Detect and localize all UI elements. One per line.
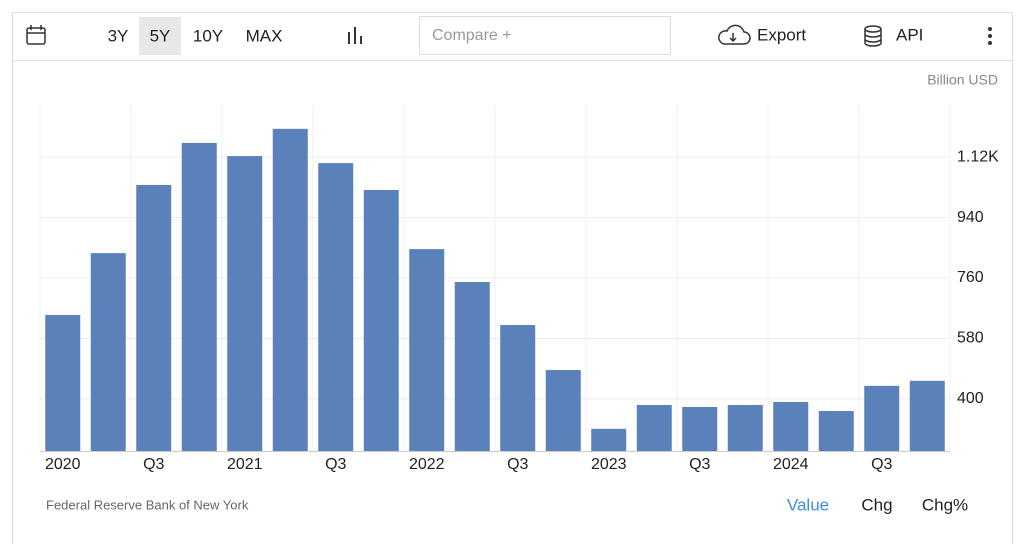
y-tick-label: 1.12K xyxy=(957,148,999,165)
bar xyxy=(272,128,308,452)
y-tick-label: 940 xyxy=(957,209,984,226)
x-tick-label: Q3 xyxy=(507,456,528,473)
x-tick-label: 2024 xyxy=(773,456,809,473)
api-button[interactable]: API xyxy=(896,25,923,44)
compare-placeholder: Compare + xyxy=(432,27,512,44)
range-button[interactable]: 5Y xyxy=(150,26,171,45)
bar xyxy=(682,406,718,451)
bar-type-icon[interactable] xyxy=(348,27,362,44)
bar xyxy=(591,428,627,451)
y-tick-label: 580 xyxy=(957,330,984,347)
compare-input[interactable] xyxy=(419,16,671,55)
bar xyxy=(45,314,81,451)
bar xyxy=(454,282,490,451)
export-button[interactable]: Export xyxy=(757,25,806,44)
range-button[interactable]: 3Y xyxy=(108,26,129,45)
bar xyxy=(318,163,354,451)
bar xyxy=(909,380,945,451)
x-tick-label: 2023 xyxy=(591,456,627,473)
calendar-icon[interactable] xyxy=(26,25,46,45)
export-icon[interactable] xyxy=(718,24,751,45)
x-tick-label: 2020 xyxy=(45,456,81,473)
bar xyxy=(773,401,809,451)
view-toggle[interactable]: Value xyxy=(787,495,829,514)
bar xyxy=(545,370,581,451)
x-tick-label: 2021 xyxy=(227,456,263,473)
view-toggle[interactable]: Chg xyxy=(861,495,892,514)
bar xyxy=(409,249,445,451)
bar xyxy=(500,325,536,451)
bar xyxy=(818,411,854,451)
view-toggle[interactable]: Chg% xyxy=(922,495,968,514)
x-tick-label: Q3 xyxy=(871,456,892,473)
range-button[interactable]: 10Y xyxy=(193,26,223,45)
x-tick-label: 2022 xyxy=(409,456,445,473)
y-tick-label: 760 xyxy=(957,269,984,286)
bar xyxy=(636,404,672,451)
range-selected-bg xyxy=(139,17,181,55)
y-tick-label: 400 xyxy=(957,390,984,407)
api-icon[interactable] xyxy=(864,25,882,47)
bar xyxy=(363,189,399,451)
source: Federal Reserve Bank of New York xyxy=(46,497,249,512)
bar xyxy=(90,253,126,451)
range-button[interactable]: MAX xyxy=(246,26,283,45)
x-tick-label: Q3 xyxy=(689,456,710,473)
bar xyxy=(136,184,172,451)
bar xyxy=(864,385,900,451)
bar xyxy=(727,404,763,451)
menu-icon[interactable] xyxy=(988,27,992,45)
x-tick-label: Q3 xyxy=(325,456,346,473)
bar xyxy=(181,142,217,451)
x-tick-label: Q3 xyxy=(143,456,164,473)
unit-label: Billion USD xyxy=(927,72,998,88)
bar xyxy=(227,156,263,452)
